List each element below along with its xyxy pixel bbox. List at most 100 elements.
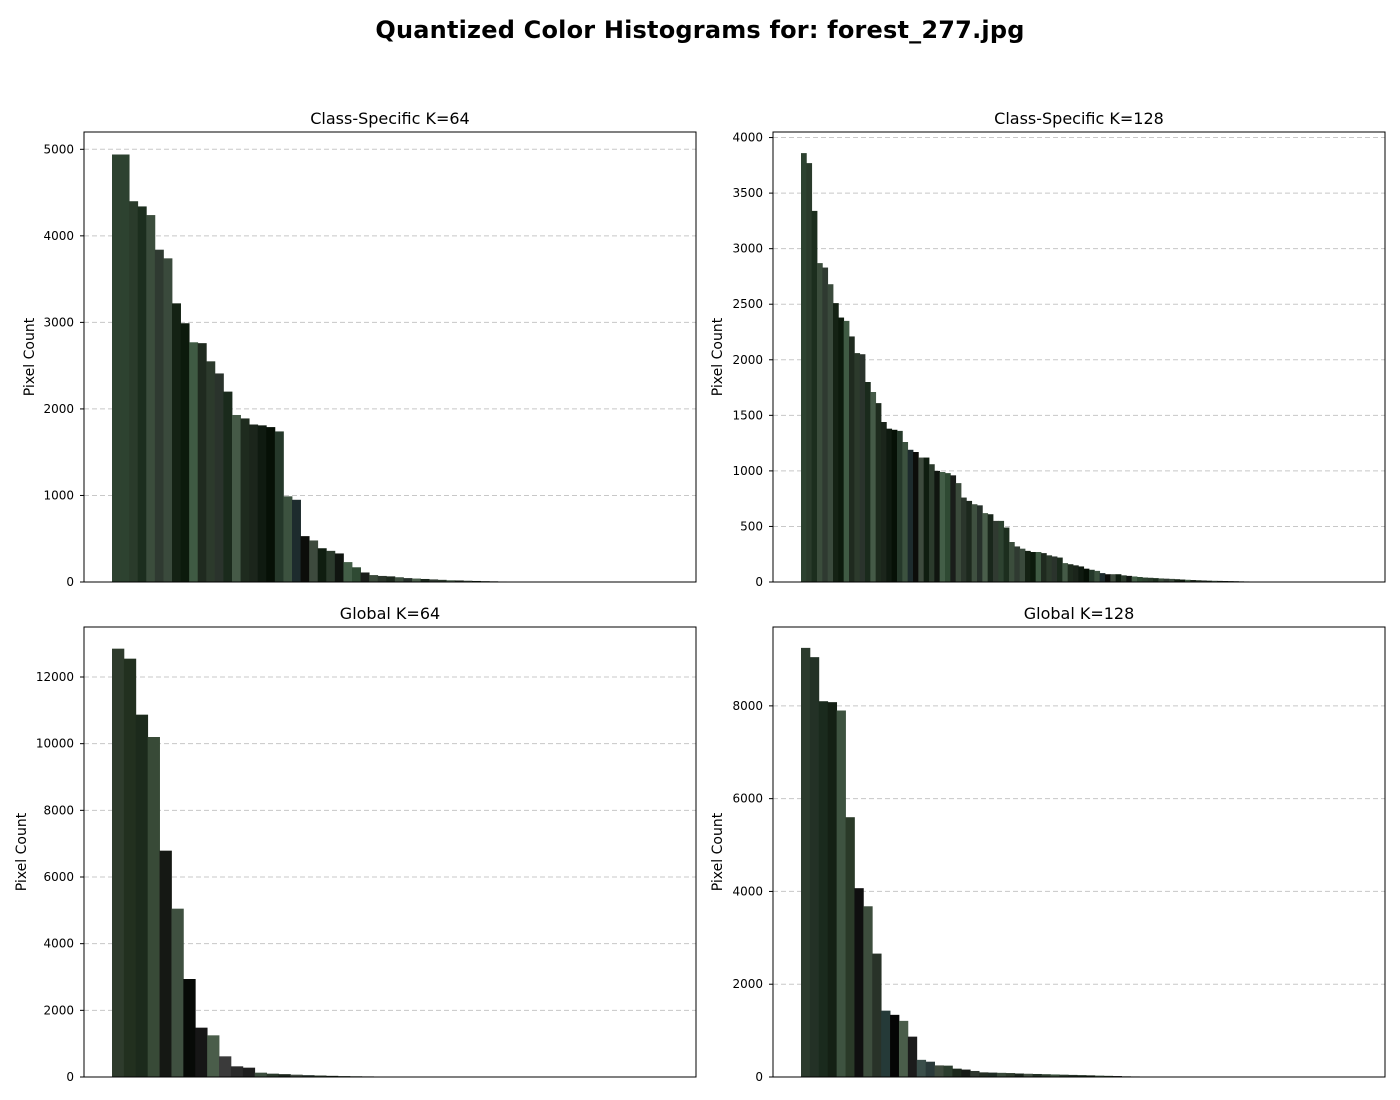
histogram-bar xyxy=(913,452,919,582)
histogram-bar xyxy=(240,418,250,582)
y-tick-label: 12000 xyxy=(36,670,74,684)
histogram-bar xyxy=(907,449,914,582)
histogram-bar xyxy=(870,392,877,582)
histogram-bar xyxy=(801,647,811,1077)
histogram-bar xyxy=(838,317,845,582)
histogram-bar xyxy=(988,1072,998,1077)
histogram-bar xyxy=(955,483,962,582)
histogram-bar xyxy=(1126,575,1133,582)
histogram-bar xyxy=(806,163,813,582)
histogram-bar xyxy=(343,562,353,582)
y-axis-label: Pixel Count xyxy=(710,317,726,396)
histogram-bar xyxy=(1077,1075,1087,1077)
y-tick-label: 3000 xyxy=(43,315,74,329)
histogram-bar xyxy=(314,1075,327,1077)
histogram-bar xyxy=(1041,1074,1051,1077)
histogram-bar xyxy=(1174,579,1181,582)
histogram-bar xyxy=(827,702,838,1077)
histogram-bar xyxy=(1089,569,1095,582)
histogram-bar xyxy=(1041,553,1047,582)
figure-title: Quantized Color Histograms for: forest_2… xyxy=(375,16,1025,44)
y-tick-label: 3500 xyxy=(732,186,763,200)
histogram-bar xyxy=(827,284,834,582)
histogram-bar xyxy=(317,548,327,582)
y-tick-label: 1500 xyxy=(732,408,763,422)
histogram-bar xyxy=(1137,577,1143,582)
histogram-bar xyxy=(1046,555,1053,582)
subplot-title: Global K=64 xyxy=(340,604,440,623)
histogram-bar xyxy=(1005,1073,1016,1077)
histogram-bar xyxy=(230,1066,244,1077)
histogram-bar xyxy=(809,657,820,1077)
histogram-bar xyxy=(146,215,156,583)
y-tick-label: 2500 xyxy=(732,297,763,311)
histogram-bar xyxy=(923,457,930,582)
subplot-title: Class-Specific K=64 xyxy=(310,109,469,128)
histogram-bar xyxy=(945,473,951,582)
y-tick-label: 4000 xyxy=(43,229,74,243)
histogram-bar xyxy=(843,320,850,582)
histogram-bar xyxy=(1067,564,1074,582)
histogram-bar xyxy=(1019,548,1026,582)
y-axis-label: Pixel Count xyxy=(710,812,726,891)
histogram-bar xyxy=(961,1069,971,1077)
histogram-bar xyxy=(961,497,967,582)
histogram-bar xyxy=(257,425,267,582)
histogram-bar xyxy=(881,1010,891,1077)
histogram-bar xyxy=(977,505,983,582)
histogram-bar xyxy=(302,1075,315,1077)
histogram-bar xyxy=(112,154,121,582)
histogram-bar xyxy=(120,154,130,582)
histogram-bar xyxy=(982,513,989,582)
histogram-bar xyxy=(274,431,284,582)
histogram-bar xyxy=(1057,557,1063,582)
histogram-bar xyxy=(1078,566,1085,582)
histogram-bar xyxy=(1083,568,1090,582)
histogram-bar xyxy=(472,580,481,582)
histogram-bar xyxy=(1035,552,1042,582)
histogram-bar xyxy=(283,496,293,582)
y-tick-label: 1000 xyxy=(732,464,763,478)
histogram-bar xyxy=(1009,542,1015,582)
y-tick-label: 4000 xyxy=(732,884,763,898)
histogram-bar xyxy=(1158,578,1165,582)
histogram-bar xyxy=(394,577,404,582)
histogram-bar xyxy=(836,710,846,1077)
histogram-bar xyxy=(195,1027,208,1077)
histogram-bar xyxy=(300,536,310,582)
y-axis-label: Pixel Count xyxy=(22,317,38,396)
histogram-bar xyxy=(189,342,199,582)
histogram-bar xyxy=(818,701,829,1077)
histogram-bar xyxy=(1190,580,1197,582)
y-tick-label: 8000 xyxy=(732,699,763,713)
histogram-bar xyxy=(881,422,887,582)
histogram-bar xyxy=(1105,574,1111,582)
histogram-bar xyxy=(1131,576,1138,582)
histogram-bar xyxy=(1103,1075,1114,1077)
histogram-bar xyxy=(993,520,999,582)
histogram-bar xyxy=(369,575,379,582)
histogram-bar xyxy=(897,430,903,582)
histogram-bar xyxy=(123,658,137,1077)
histogram-bar xyxy=(872,953,882,1077)
y-tick-label: 6000 xyxy=(732,792,763,806)
histogram-bar xyxy=(420,578,430,582)
histogram-bar xyxy=(1059,1074,1069,1077)
y-tick-label: 0 xyxy=(755,1070,763,1084)
histogram-bar xyxy=(242,1067,256,1077)
histogram-bar xyxy=(183,979,196,1077)
histogram-bar xyxy=(1163,578,1170,582)
y-tick-label: 0 xyxy=(66,575,74,589)
histogram-bar xyxy=(135,714,149,1077)
histogram-bar xyxy=(1153,578,1159,582)
histogram-bar xyxy=(979,1072,989,1077)
histogram-bar xyxy=(1201,580,1207,582)
histogram-bar xyxy=(290,1074,303,1077)
histogram-bar xyxy=(219,1056,232,1077)
histogram-bar xyxy=(1110,574,1117,582)
histogram-bar xyxy=(854,353,861,582)
histogram-bar xyxy=(1023,1073,1033,1077)
histogram-bar xyxy=(147,737,160,1077)
histogram-bar xyxy=(197,343,207,582)
histogram-bar xyxy=(437,579,447,582)
